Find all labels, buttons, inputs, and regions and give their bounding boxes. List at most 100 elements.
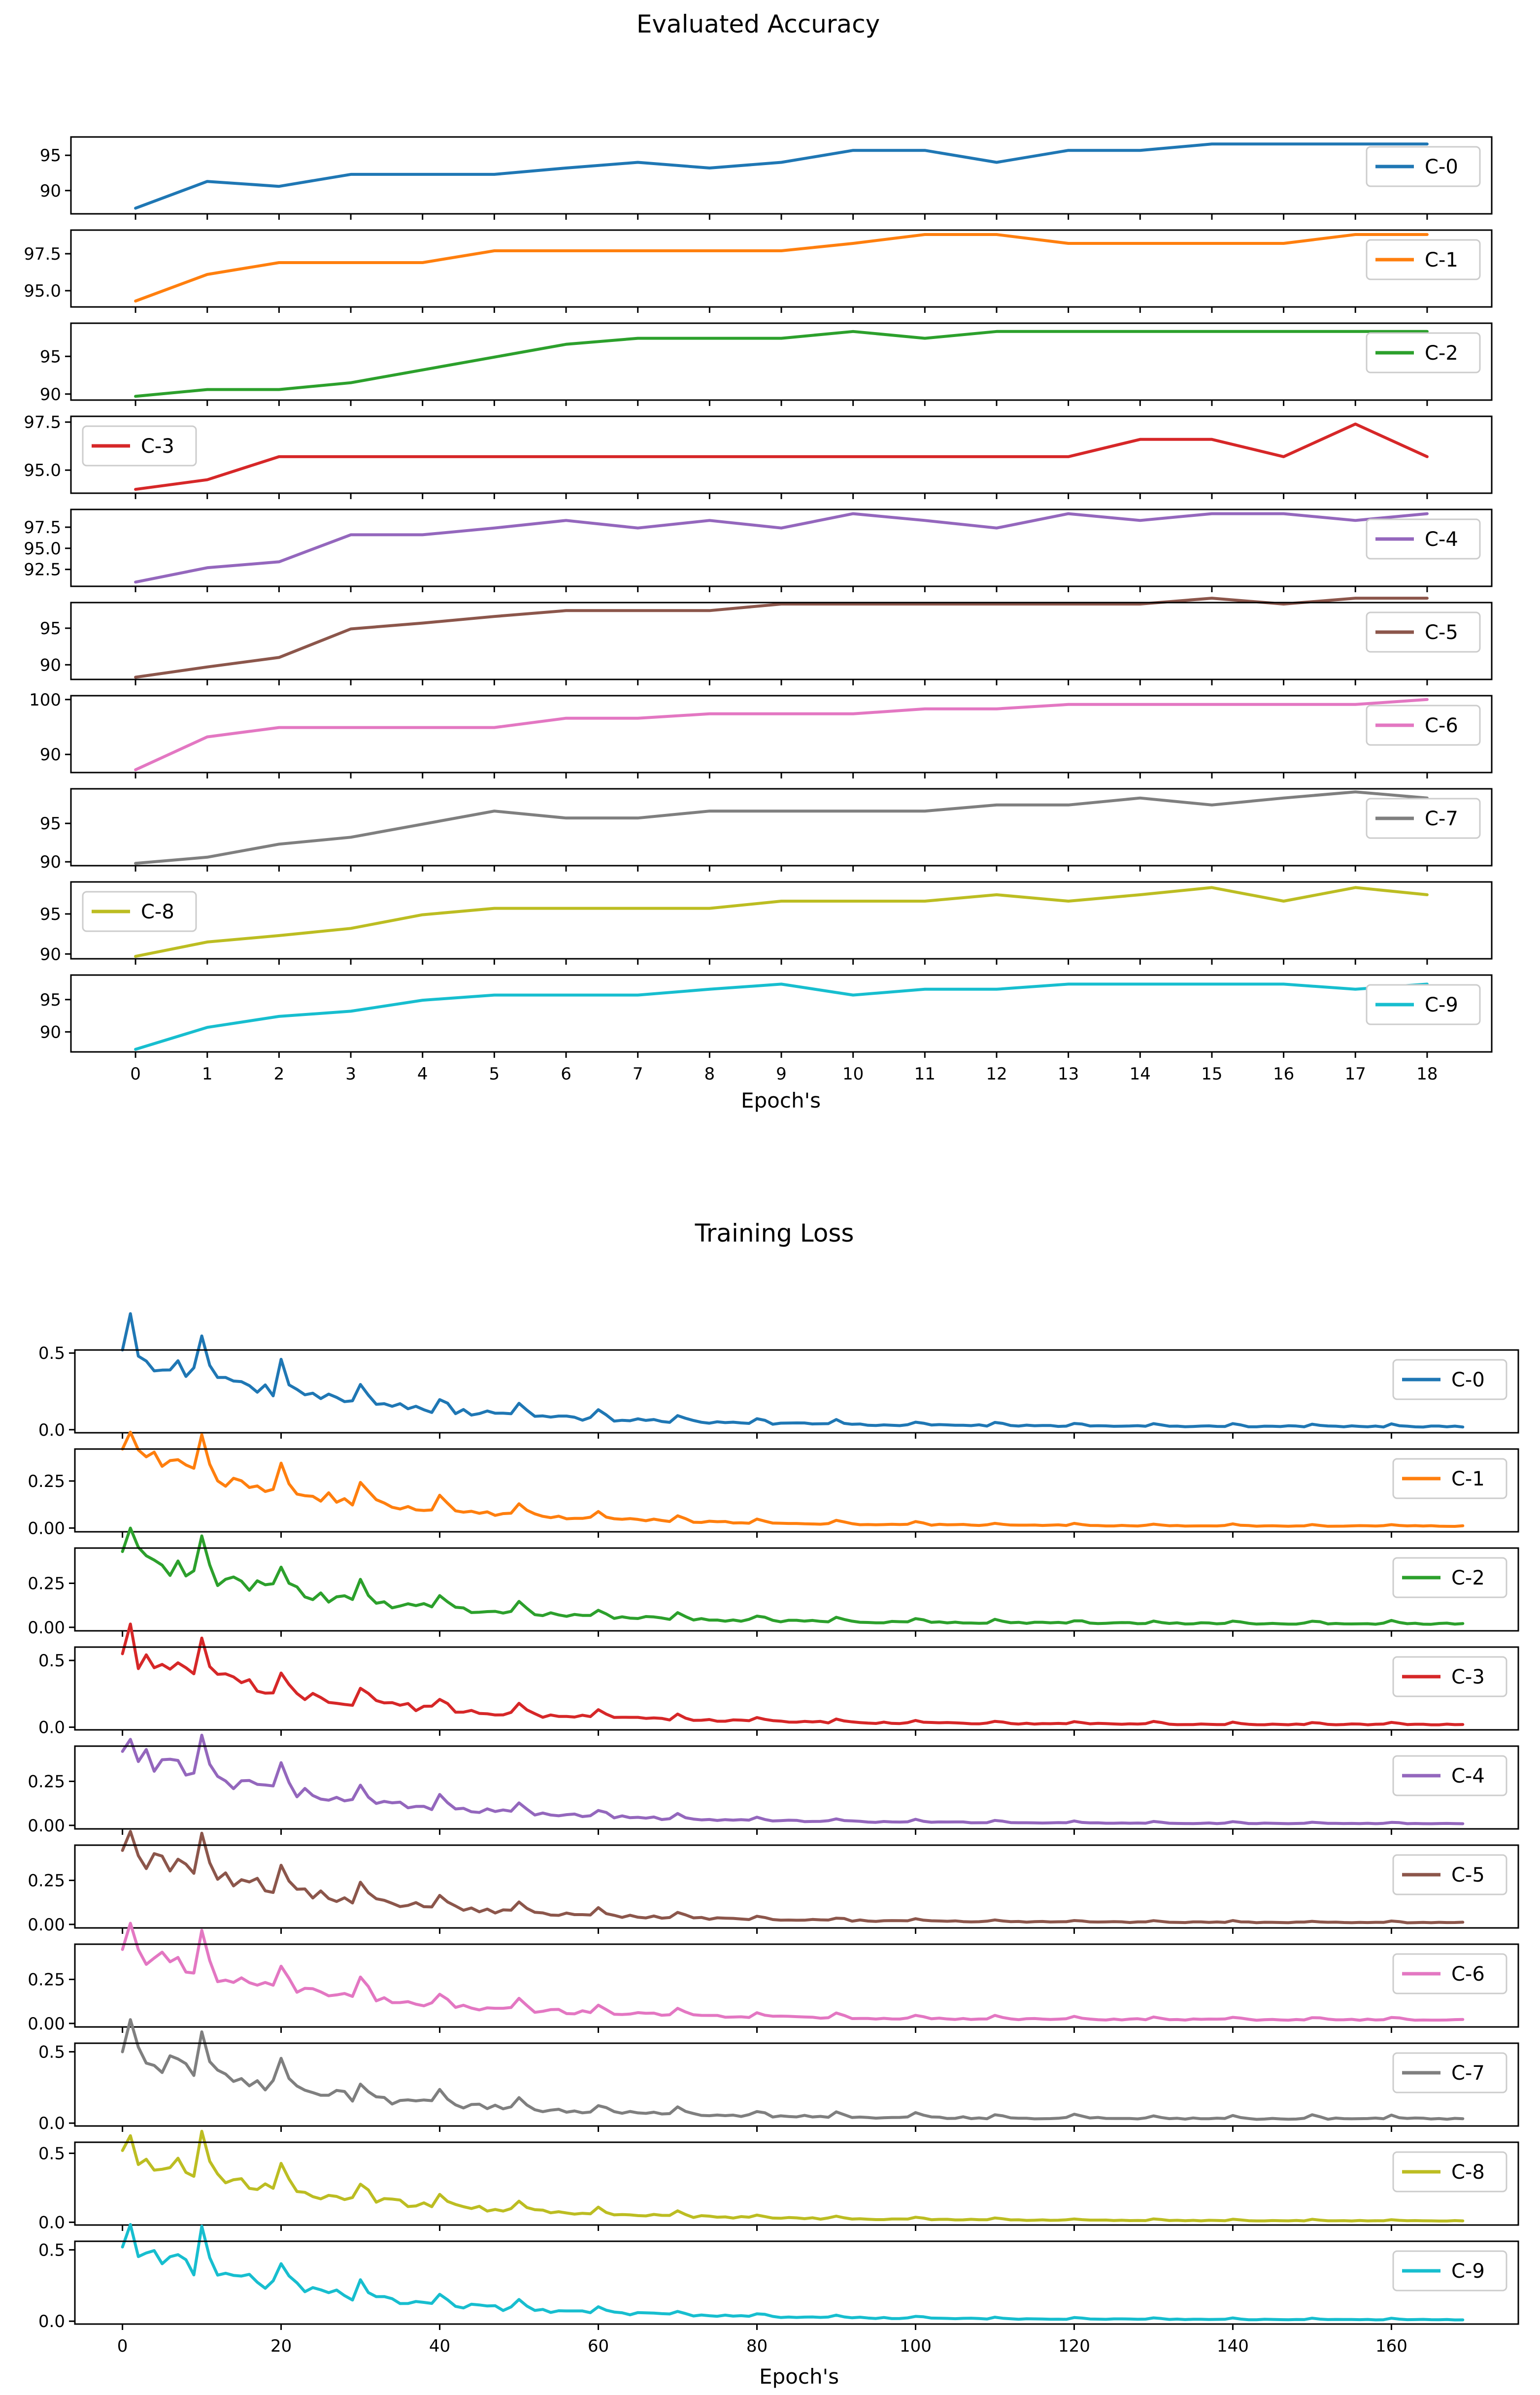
x-tick-label: 160 xyxy=(1375,2336,1407,2356)
panel-frame xyxy=(74,1349,1519,1434)
legend-box xyxy=(1366,705,1481,746)
y-tick-label: 90 xyxy=(40,852,61,872)
x-tick-label: 1 xyxy=(202,1064,213,1084)
panel-frame xyxy=(70,695,1493,774)
series-line-c-7 xyxy=(121,2018,1465,2121)
legend-box xyxy=(1392,1953,1507,1994)
series-line-c-9 xyxy=(121,2223,1465,2322)
legend-label: C-3 xyxy=(141,435,174,458)
panel-frame xyxy=(74,2141,1519,2226)
legend-c-2: C-2 xyxy=(1392,1557,1507,1598)
y-tick-label: 0.0 xyxy=(38,2312,65,2331)
x-tick-label: 13 xyxy=(1058,1064,1079,1084)
legend-label: C-1 xyxy=(1425,249,1458,271)
panel-c-5: 90 95 C-5 xyxy=(40,597,1493,685)
series-line-c-8 xyxy=(121,2129,1465,2223)
panel-frame xyxy=(70,881,1493,960)
y-tick-label: 90 xyxy=(40,1022,61,1042)
panel-frame xyxy=(70,508,1493,587)
legend-box xyxy=(82,425,197,467)
panel-frame xyxy=(70,229,1493,308)
x-tick-label: 40 xyxy=(429,2336,450,2356)
y-tick-label: 97.5 xyxy=(24,518,61,538)
x-tick-label: 11 xyxy=(914,1064,936,1084)
y-tick-label: 97.5 xyxy=(24,413,61,433)
panel-c-4: 92.595.097.5 C-4 xyxy=(24,508,1493,592)
y-tick-label: 0.25 xyxy=(28,1472,65,1491)
panel-frame xyxy=(74,1646,1519,1731)
legend-label: C-4 xyxy=(1451,1765,1485,1788)
legend-c-0: C-0 xyxy=(1366,146,1481,187)
series-line-c-0 xyxy=(134,142,1429,210)
legend-c-3: C-3 xyxy=(82,425,197,467)
series-line-c-8 xyxy=(134,886,1429,958)
panel-frame xyxy=(70,136,1493,215)
y-tick-label: 0.5 xyxy=(38,1651,65,1671)
legend-c-2: C-2 xyxy=(1366,332,1481,373)
legend-box xyxy=(1366,611,1481,653)
y-tick-label: 0.25 xyxy=(28,1970,65,1990)
series-line-c-3 xyxy=(134,422,1429,491)
legend-c-9: C-9 xyxy=(1366,984,1481,1025)
legend-box xyxy=(1366,984,1481,1025)
legend-c-7: C-7 xyxy=(1366,798,1481,839)
series-line-c-5 xyxy=(134,597,1429,679)
legend-c-4: C-4 xyxy=(1366,518,1481,560)
loss-title: Training Loss xyxy=(695,1219,854,1248)
y-tick-label: 0.5 xyxy=(38,2240,65,2260)
legend-c-9: C-9 xyxy=(1392,2250,1507,2292)
legend-c-0: C-0 xyxy=(1392,1359,1507,1400)
panel-c-6: 0.00 0.25 C-6 xyxy=(28,1922,1519,2034)
legend-box xyxy=(1366,518,1481,560)
panel-c-7: 0.0 0.5 C-7 xyxy=(38,2018,1519,2133)
legend-label: C-2 xyxy=(1451,1567,1485,1589)
y-tick-label: 95 xyxy=(40,905,61,924)
legend-box xyxy=(1366,798,1481,839)
x-tick-label: 12 xyxy=(986,1064,1007,1084)
y-tick-label: 0.25 xyxy=(28,1574,65,1593)
series-line-c-9 xyxy=(134,982,1429,1051)
y-tick-label: 0.25 xyxy=(28,1871,65,1890)
x-tick-label: 14 xyxy=(1130,1064,1151,1084)
accuracy-title: Evaluated Accuracy xyxy=(636,10,880,38)
y-tick-label: 95 xyxy=(40,990,61,1010)
x-tick-label: 100 xyxy=(900,2336,932,2356)
x-tick-label: 6 xyxy=(561,1064,571,1084)
legend-label: C-4 xyxy=(1425,528,1458,551)
panel-frame xyxy=(74,2240,1519,2325)
legend-c-8: C-8 xyxy=(82,891,197,932)
y-tick-label: 0.5 xyxy=(38,2144,65,2163)
x-tick-label: 15 xyxy=(1201,1064,1222,1084)
x-tick-label: 20 xyxy=(270,2336,292,2356)
panel-c-5: 0.00 0.25 C-5 xyxy=(28,1830,1519,1935)
panel-frame xyxy=(70,974,1493,1053)
legend-label: C-2 xyxy=(1425,342,1458,365)
panel-frame xyxy=(74,1943,1519,2028)
legend-label: C-7 xyxy=(1451,2062,1485,2085)
legend-label: C-0 xyxy=(1451,1369,1485,1391)
x-tick-label: 9 xyxy=(776,1064,787,1084)
x-tick-label: 3 xyxy=(345,1064,356,1084)
x-tick-label: 0 xyxy=(117,2336,128,2356)
legend-box xyxy=(1392,2151,1507,2193)
legend-label: C-9 xyxy=(1451,2260,1485,2283)
legend-box xyxy=(1392,1359,1507,1400)
legend-box xyxy=(1392,1854,1507,1895)
y-tick-label: 97.5 xyxy=(24,244,61,264)
panel-c-0: 0.0 0.5 C-0 xyxy=(38,1312,1519,1440)
x-tick-label: 7 xyxy=(633,1064,643,1084)
y-tick-label: 95 xyxy=(40,146,61,166)
legend-label: C-6 xyxy=(1451,1963,1485,1986)
legend-c-1: C-1 xyxy=(1392,1458,1507,1499)
x-tick-label: 60 xyxy=(588,2336,609,2356)
y-tick-label: 0.5 xyxy=(38,1344,65,1363)
legend-label: C-0 xyxy=(1425,156,1458,178)
x-tick-label: 120 xyxy=(1058,2336,1090,2356)
series-line-c-2 xyxy=(134,330,1429,398)
legend-label: C-7 xyxy=(1425,808,1458,830)
legend-box xyxy=(1366,146,1481,187)
panel-c-0: 90 95 C-0 xyxy=(40,136,1493,220)
x-tick-label: 80 xyxy=(746,2336,768,2356)
panel-frame xyxy=(74,1844,1519,1929)
series-line-c-4 xyxy=(121,1733,1465,1825)
